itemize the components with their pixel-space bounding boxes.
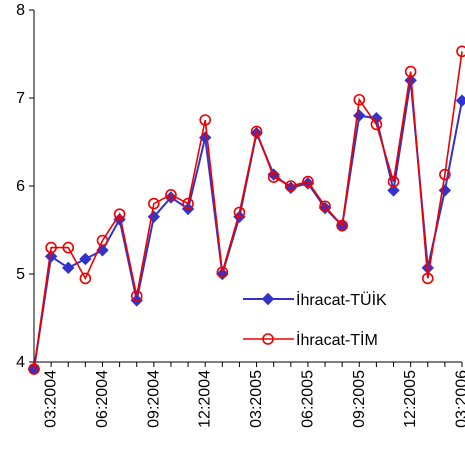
data-point bbox=[199, 114, 211, 126]
x-tick-label: 09:2005 bbox=[351, 370, 368, 428]
x-tick-label: 12:2005 bbox=[402, 370, 419, 428]
legend-marker-tuik bbox=[261, 292, 275, 306]
data-point bbox=[387, 175, 400, 188]
data-point bbox=[456, 45, 465, 58]
data-point bbox=[62, 241, 75, 254]
data-point bbox=[439, 168, 451, 181]
data-point bbox=[233, 206, 246, 219]
series-layer bbox=[27, 45, 465, 376]
data-point bbox=[148, 197, 160, 210]
data-point bbox=[370, 118, 383, 131]
data-point bbox=[387, 184, 400, 197]
x-tick-label: 03:2005 bbox=[248, 370, 265, 428]
legend-label-tuik: İhracat-TÜİK bbox=[296, 290, 387, 309]
data-point bbox=[96, 234, 109, 247]
data-point bbox=[45, 241, 57, 254]
data-point bbox=[404, 65, 417, 78]
y-tick-label: 8 bbox=[16, 2, 25, 19]
data-point bbox=[44, 250, 58, 263]
data-point bbox=[302, 175, 314, 188]
y-tick-label: 7 bbox=[16, 90, 25, 107]
legend: İhracat-TÜİK İhracat-TİM bbox=[243, 290, 387, 349]
data-point bbox=[267, 171, 280, 183]
data-point bbox=[421, 272, 434, 285]
data-point bbox=[353, 93, 366, 106]
series-tuik bbox=[27, 74, 465, 376]
data-point bbox=[455, 94, 465, 107]
data-point bbox=[216, 266, 229, 279]
data-point bbox=[62, 261, 75, 275]
legend-marker-shape bbox=[262, 333, 274, 345]
data-point bbox=[79, 252, 92, 266]
axes: 4 5 6 7 8 03:2004 06:2004 09:2004 12:2004 03:2005… bbox=[16, 2, 465, 428]
data-point bbox=[250, 125, 263, 138]
data-point bbox=[319, 200, 331, 213]
y-tick-label: 6 bbox=[16, 178, 25, 195]
data-point bbox=[130, 290, 143, 302]
x-tick-label: 03:2006 bbox=[454, 370, 465, 428]
legend-marker-shape bbox=[261, 292, 275, 306]
x-tick-label: 09:2004 bbox=[145, 370, 162, 428]
data-point bbox=[182, 197, 194, 210]
x-tick-label: 03:2004 bbox=[43, 370, 60, 428]
series-tim bbox=[28, 45, 465, 375]
x-tick-label: 12:2004 bbox=[197, 370, 214, 428]
x-tick-label: 06:2004 bbox=[94, 370, 111, 428]
series-line bbox=[33, 80, 463, 370]
x-tick-label: 06:2005 bbox=[299, 370, 316, 428]
data-point bbox=[336, 219, 348, 232]
y-tick-label: 4 bbox=[16, 354, 25, 371]
series-line bbox=[33, 51, 463, 370]
data-point bbox=[79, 272, 92, 285]
data-point bbox=[164, 191, 178, 204]
legend-marker-tim bbox=[262, 333, 274, 345]
legend-label-tim: İhracat-TİM bbox=[296, 330, 378, 349]
data-point bbox=[113, 208, 126, 220]
data-point bbox=[284, 180, 297, 192]
data-point bbox=[28, 363, 40, 375]
data-point bbox=[353, 109, 366, 122]
y-tick-label: 5 bbox=[16, 266, 25, 283]
data-point bbox=[165, 189, 177, 201]
